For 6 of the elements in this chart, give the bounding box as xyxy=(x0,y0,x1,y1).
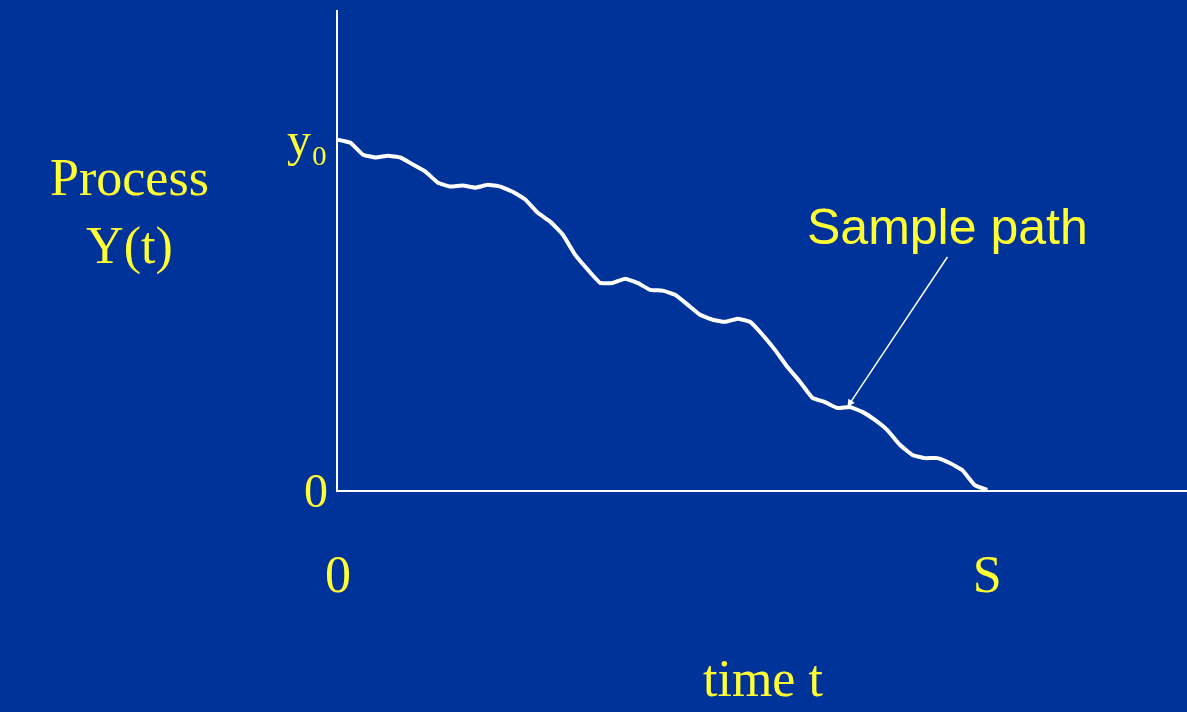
y-axis-title: Process Y(t) xyxy=(50,149,209,275)
annotation: y₀ xyxy=(287,113,328,166)
x-axis-title: time t xyxy=(703,650,824,707)
annotation: Sample path xyxy=(807,199,1088,255)
x-tick-label: S xyxy=(972,546,1002,604)
text: 0 xyxy=(304,464,328,517)
